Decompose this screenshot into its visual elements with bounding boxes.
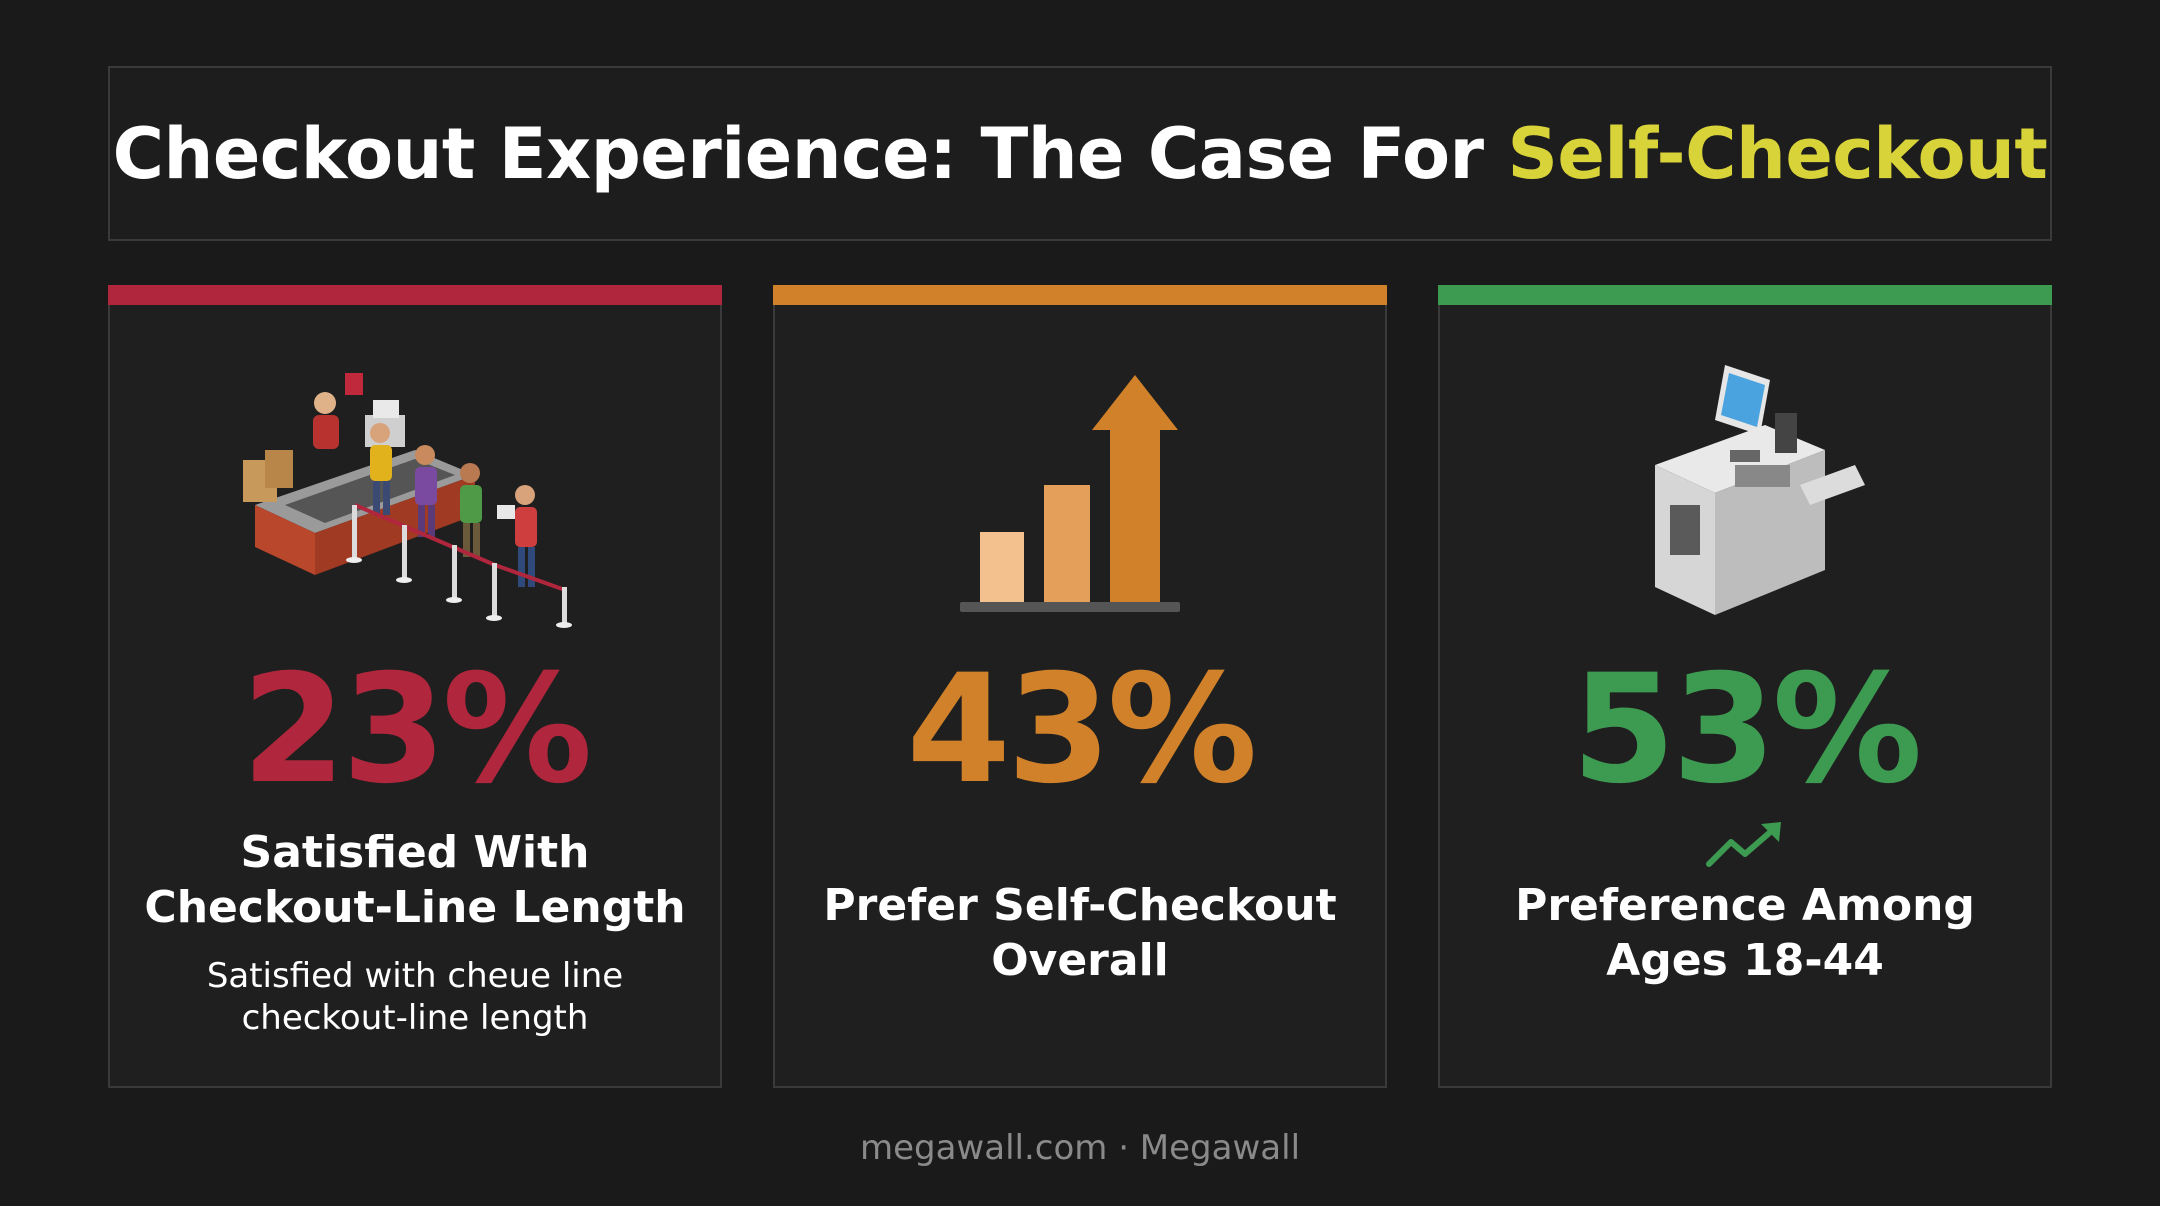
footer-attribution: megawall.com · Megawall <box>859 1128 1301 1168</box>
stat-sublabel-line1: Satisfied with cheue line <box>206 956 624 996</box>
trend-up-icon <box>1440 820 2050 870</box>
title-main: Checkout Experience: The Case For <box>112 112 1508 195</box>
card-accent-bar <box>773 285 1387 305</box>
bar-chart-up-arrow-icon <box>775 355 1385 635</box>
stat-label: Satisfied With Checkout-Line Length <box>130 825 700 935</box>
card-accent-bar <box>1438 285 2052 305</box>
title-banner: Checkout Experience: The Case For Self-C… <box>108 66 2052 241</box>
stat-label: Prefer Self-Checkout Overall <box>795 878 1365 988</box>
stat-label-line1: Satisfied With <box>240 827 590 878</box>
stat-label-line2: Overall <box>991 935 1169 986</box>
title-highlight: Self-Checkout <box>1507 112 2048 195</box>
stat-card-preference-ages-18-44: 53% Preference Among Ages 18-44 <box>1438 285 2052 1088</box>
stat-value: 53% <box>1571 643 1922 817</box>
stat-label-line2: Ages 18-44 <box>1606 935 1884 986</box>
stat-value: 43% <box>906 643 1257 817</box>
checkout-queue-icon <box>110 355 720 635</box>
stat-label-line2: Checkout-Line Length <box>144 882 686 933</box>
stat-label-line1: Prefer Self-Checkout <box>823 880 1337 931</box>
stat-card-satisfied-line-length: 23% Satisfied With Checkout-Line Length … <box>108 285 722 1088</box>
page-title: Checkout Experience: The Case For Self-C… <box>113 113 2048 195</box>
stat-label-line1: Preference Among <box>1515 880 1975 931</box>
stat-label: Preference Among Ages 18-44 <box>1460 878 2030 988</box>
stat-sublabel-line2: checkout-line length <box>241 998 589 1038</box>
stat-card-prefer-self-checkout: 43% Prefer Self-Checkout Overall <box>773 285 1387 1088</box>
card-accent-bar <box>108 285 722 305</box>
stat-value: 23% <box>241 643 592 817</box>
stat-sublabel: Satisfied with cheue line checkout-line … <box>130 955 700 1039</box>
self-checkout-kiosk-icon <box>1440 355 2050 635</box>
